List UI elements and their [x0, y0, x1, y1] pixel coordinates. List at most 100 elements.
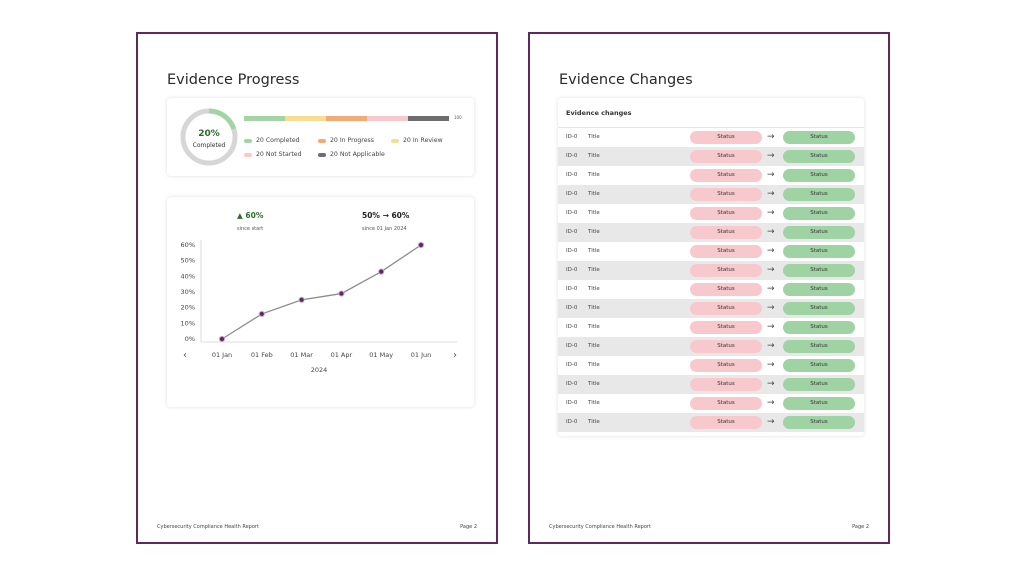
- distribution-segment: [285, 116, 326, 121]
- row-title: Title: [588, 362, 600, 368]
- table-row[interactable]: ID-0 Title Status → Status: [558, 185, 864, 204]
- status-from-badge: Status: [690, 397, 762, 410]
- table-row[interactable]: ID-0 Title Status → Status: [558, 166, 864, 185]
- table-row[interactable]: ID-0 Title Status → Status: [558, 337, 864, 356]
- progress-summary-card: 20% Completed 100 20 Completed 20 In Pro…: [167, 98, 474, 176]
- distribution-segment: [408, 116, 449, 121]
- table-body: ID-0 Title Status → Status ID-0 Title Status → St…: [558, 128, 864, 432]
- change-value: 60%: [245, 211, 264, 220]
- row-title: Title: [588, 400, 600, 406]
- table-row[interactable]: ID-0 Title Status → Status: [558, 147, 864, 166]
- legend-label: 20 In Review: [403, 137, 443, 144]
- page-title: Evidence Progress: [167, 72, 300, 88]
- status-from-badge: Status: [690, 340, 762, 353]
- row-title: Title: [588, 381, 600, 387]
- arrow-right-icon: →: [767, 208, 775, 218]
- bar-end-label: 100: [454, 115, 462, 120]
- legend-completed: 20 Completed: [244, 137, 300, 144]
- legend-swatch: [318, 152, 326, 157]
- status-to-badge: Status: [783, 226, 855, 239]
- row-id: ID-0: [566, 419, 578, 425]
- row-id: ID-0: [566, 286, 578, 292]
- y-tick-label: 0%: [185, 335, 195, 343]
- footer-page-number: Page 2: [852, 524, 869, 530]
- table-row[interactable]: ID-0 Title Status → Status: [558, 375, 864, 394]
- status-from-badge: Status: [690, 226, 762, 239]
- table-row[interactable]: ID-0 Title Status → Status: [558, 394, 864, 413]
- data-point[interactable]: [338, 290, 345, 297]
- arrow-right-icon: →: [767, 246, 775, 256]
- legend-label: 20 Completed: [256, 137, 300, 144]
- table-row[interactable]: ID-0 Title Status → Status: [558, 299, 864, 318]
- row-title: Title: [588, 324, 600, 330]
- status-from-badge: Status: [690, 207, 762, 220]
- footer-report-name: Cybersecurity Compliance Health Report: [157, 524, 259, 530]
- table-row[interactable]: ID-0 Title Status → Status: [558, 261, 864, 280]
- chevron-right-icon[interactable]: ›: [453, 350, 457, 361]
- y-tick-label: 20%: [181, 304, 195, 312]
- status-from-badge: Status: [690, 283, 762, 296]
- table-title: Evidence changes: [558, 98, 864, 128]
- arrow-right-icon: →: [767, 417, 775, 427]
- row-title: Title: [588, 153, 600, 159]
- row-title: Title: [588, 172, 600, 178]
- y-tick-label: 30%: [181, 288, 195, 296]
- row-id: ID-0: [566, 343, 578, 349]
- legend-swatch: [244, 152, 252, 157]
- legend-label: 20 Not Applicable: [330, 151, 385, 158]
- row-title: Title: [588, 286, 600, 292]
- status-from-badge: Status: [690, 169, 762, 182]
- donut-percent: 20%: [198, 129, 220, 139]
- row-title: Title: [588, 229, 600, 235]
- legend-swatch: [244, 138, 252, 143]
- status-to-badge: Status: [783, 321, 855, 334]
- row-id: ID-0: [566, 172, 578, 178]
- change-stat: ▲ 60%: [237, 211, 263, 220]
- data-point[interactable]: [417, 241, 425, 249]
- status-from-badge: Status: [690, 321, 762, 334]
- table-row[interactable]: ID-0 Title Status → Status: [558, 356, 864, 375]
- row-id: ID-0: [566, 305, 578, 311]
- table-row[interactable]: ID-0 Title Status → Status: [558, 223, 864, 242]
- status-from-badge: Status: [690, 264, 762, 277]
- table-row[interactable]: ID-0 Title Status → Status: [558, 204, 864, 223]
- arrow-right-icon: →: [767, 379, 775, 389]
- x-tick-label: 01 May: [369, 351, 393, 359]
- distribution-segment: [326, 116, 367, 121]
- progress-donut: [180, 108, 238, 166]
- progress-trend-card: ▲ 60% since start 50% → 60% since 01 Jan…: [167, 197, 474, 407]
- row-id: ID-0: [566, 400, 578, 406]
- legend-label: 20 Not Started: [256, 151, 302, 158]
- status-from-badge: Status: [690, 416, 762, 429]
- table-row[interactable]: ID-0 Title Status → Status: [558, 242, 864, 261]
- data-point[interactable]: [258, 310, 265, 318]
- status-to-badge: Status: [783, 416, 855, 429]
- legend-not-started: 20 Not Started: [244, 151, 302, 158]
- row-title: Title: [588, 248, 600, 254]
- distribution-segment: [244, 116, 285, 121]
- table-row[interactable]: ID-0 Title Status → Status: [558, 318, 864, 337]
- row-id: ID-0: [566, 362, 578, 368]
- data-point[interactable]: [218, 335, 226, 343]
- status-from-badge: Status: [690, 131, 762, 144]
- x-tick-label: 01 Feb: [251, 351, 273, 359]
- legend-swatch: [318, 138, 326, 143]
- chevron-left-icon[interactable]: ‹: [183, 350, 187, 361]
- legend-in-progress: 20 In Progress: [318, 137, 374, 144]
- row-title: Title: [588, 267, 600, 273]
- legend-not-applicable: 20 Not Applicable: [318, 151, 385, 158]
- donut-label: Completed: [192, 142, 226, 149]
- table-row[interactable]: ID-0 Title Status → Status: [558, 280, 864, 299]
- data-point[interactable]: [298, 296, 305, 303]
- arrow-right-icon: →: [767, 265, 775, 275]
- table-row[interactable]: ID-0 Title Status → Status: [558, 413, 864, 432]
- row-title: Title: [588, 305, 600, 311]
- row-id: ID-0: [566, 267, 578, 273]
- status-from-badge: Status: [690, 359, 762, 372]
- change-label: since start: [237, 226, 264, 232]
- status-from-badge: Status: [690, 245, 762, 258]
- table-row[interactable]: ID-0 Title Status → Status: [558, 128, 864, 147]
- x-axis-title: 2024: [311, 366, 328, 374]
- data-point[interactable]: [378, 268, 385, 275]
- status-to-badge: Status: [783, 340, 855, 353]
